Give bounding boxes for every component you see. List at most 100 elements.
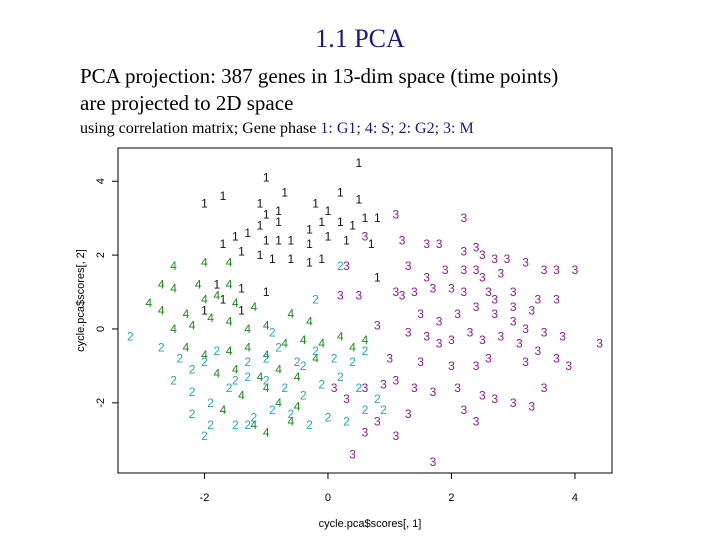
data-point-phase-4: 4: [201, 255, 208, 269]
data-point-phase-1: 1: [355, 193, 362, 207]
data-point-phase-1: 1: [263, 285, 270, 299]
data-point-phase-3: 3: [343, 259, 350, 273]
data-point-phase-3: 3: [393, 374, 400, 388]
data-point-phase-4: 4: [232, 363, 239, 377]
data-point-phase-2: 2: [337, 259, 344, 273]
x-tick-label: 4: [572, 492, 578, 504]
data-point-phase-2: 2: [281, 381, 288, 395]
data-point-phase-4: 4: [251, 300, 258, 314]
data-point-phase-4: 4: [263, 348, 270, 362]
data-point-phase-2: 2: [343, 414, 350, 428]
data-point-phase-4: 4: [183, 340, 190, 354]
slide-title: 1.1 PCA: [315, 24, 405, 53]
data-point-phase-3: 3: [442, 263, 449, 277]
y-tick-label: -2: [95, 398, 107, 408]
data-point-phase-3: 3: [516, 337, 523, 351]
data-point-phase-1: 1: [232, 230, 239, 244]
data-point-phase-2: 2: [127, 329, 134, 343]
data-point-phase-2: 2: [232, 374, 239, 388]
x-tick-label: 0: [325, 492, 331, 504]
data-point-phase-1: 1: [263, 233, 270, 247]
data-point-phase-4: 4: [300, 333, 307, 347]
data-point-phase-2: 2: [362, 403, 369, 417]
data-point-phase-4: 4: [226, 315, 233, 329]
data-point-phase-3: 3: [596, 337, 603, 351]
data-point-phase-3: 3: [510, 285, 517, 299]
data-point-phase-1: 1: [213, 278, 220, 292]
data-point-phase-3: 3: [498, 267, 505, 281]
data-point-phase-3: 3: [467, 326, 474, 340]
y-tick-label: 0: [95, 326, 107, 332]
data-point-phase-4: 4: [281, 337, 288, 351]
data-point-phase-3: 3: [460, 244, 467, 258]
data-point-phase-1: 1: [220, 237, 227, 251]
data-point-phase-4: 4: [263, 425, 270, 439]
data-point-phase-3: 3: [411, 381, 418, 395]
data-point-phase-2: 2: [318, 377, 325, 391]
data-point-phase-2: 2: [312, 344, 319, 358]
data-point-phase-3: 3: [380, 377, 387, 391]
data-point-phase-3: 3: [535, 344, 542, 358]
data-point-phase-3: 3: [405, 259, 412, 273]
data-point-phase-2: 2: [189, 385, 196, 399]
data-point-phase-3: 3: [448, 281, 455, 295]
data-point-phase-2: 2: [244, 418, 251, 432]
data-point-phase-2: 2: [263, 352, 270, 366]
data-point-phase-2: 2: [337, 370, 344, 384]
data-point-phase-1: 1: [288, 252, 295, 266]
data-point-phase-4: 4: [220, 403, 227, 417]
data-point-phase-1: 1: [269, 252, 276, 266]
data-point-phase-3: 3: [349, 448, 356, 462]
data-point-phase-3: 3: [436, 237, 443, 251]
data-point-phase-1: 1: [220, 189, 227, 203]
data-point-phase-1: 1: [318, 252, 325, 266]
data-point-phase-2: 2: [207, 396, 214, 410]
data-point-phase-3: 3: [423, 329, 430, 343]
data-point-phase-3: 3: [355, 289, 362, 303]
data-point-phase-2: 2: [176, 352, 183, 366]
data-point-phase-3: 3: [473, 263, 480, 277]
data-point-phase-1: 1: [355, 156, 362, 170]
data-point-phase-4: 4: [146, 296, 153, 310]
data-point-phase-3: 3: [565, 359, 572, 373]
data-point-phase-3: 3: [485, 285, 492, 299]
data-point-phase-3: 3: [337, 289, 344, 303]
data-point-phase-1: 1: [275, 204, 282, 218]
data-point-phase-4: 4: [232, 296, 239, 310]
data-point-phase-4: 4: [294, 400, 301, 414]
data-point-phase-3: 3: [393, 285, 400, 299]
data-point-phase-4: 4: [170, 281, 177, 295]
data-point-phase-4: 4: [183, 307, 190, 321]
data-point-phase-3: 3: [362, 425, 369, 439]
data-point-phase-2: 2: [294, 355, 301, 369]
data-point-phase-3: 3: [479, 333, 486, 347]
data-point-phase-2: 2: [226, 381, 233, 395]
data-point-phase-2: 2: [170, 374, 177, 388]
data-point-phase-4: 4: [170, 259, 177, 273]
data-point-phase-3: 3: [417, 307, 424, 321]
data-point-phase-3: 3: [405, 407, 412, 421]
data-point-phase-3: 3: [553, 292, 560, 306]
data-point-phase-1: 1: [337, 215, 344, 229]
data-point-phase-3: 3: [535, 292, 542, 306]
data-point-phase-3: 3: [522, 255, 529, 269]
data-point-phase-1: 1: [257, 196, 264, 210]
slide-note-prefix: using correlation matrix; Gene phase: [80, 120, 321, 137]
data-point-phase-3: 3: [473, 359, 480, 373]
data-point-phase-3: 3: [423, 270, 430, 284]
data-point-phase-2: 2: [201, 355, 208, 369]
data-point-phase-3: 3: [393, 429, 400, 443]
data-point-phase-3: 3: [498, 329, 505, 343]
data-point-phase-3: 3: [479, 388, 486, 402]
data-point-phase-2: 2: [331, 352, 338, 366]
data-point-phase-1: 1: [362, 211, 369, 225]
data-point-phase-2: 2: [269, 326, 276, 340]
data-point-phase-2: 2: [207, 418, 214, 432]
data-point-phase-4: 4: [288, 414, 295, 428]
x-axis-title: cycle.pca$scores[, 1]: [319, 518, 422, 530]
data-point-phase-3: 3: [479, 248, 486, 262]
data-point-phase-4: 4: [213, 366, 220, 380]
data-point-phase-2: 2: [244, 355, 251, 369]
data-point-phase-3: 3: [393, 207, 400, 221]
data-point-phase-4: 4: [275, 363, 282, 377]
